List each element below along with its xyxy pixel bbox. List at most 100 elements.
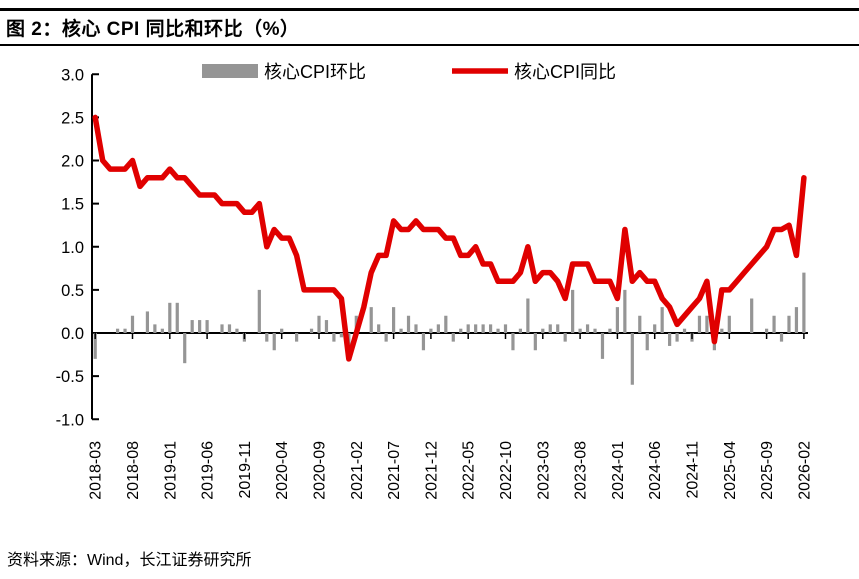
mom-bar	[474, 324, 478, 333]
mom-bar	[720, 328, 724, 333]
mom-bar	[518, 328, 523, 333]
mom-bar	[369, 307, 373, 333]
x-axis-label: 2020-09	[312, 441, 329, 500]
mom-bar	[645, 333, 649, 351]
y-axis-label: -0.5	[56, 368, 84, 386]
mom-bar	[526, 298, 530, 333]
mom-bar	[280, 328, 284, 333]
y-axis-label: 3.0	[61, 66, 84, 84]
mom-bar	[257, 289, 261, 333]
mom-bar	[309, 328, 314, 333]
mom-bar	[668, 333, 672, 346]
mom-bar	[190, 320, 194, 333]
x-axis-label: 2022-10	[498, 441, 515, 500]
mom-bar	[160, 328, 164, 333]
x-axis-label: 2025-04	[722, 441, 739, 500]
mom-bar	[377, 324, 381, 333]
x-axis-label: 2021-07	[386, 441, 403, 500]
mom-bar	[168, 302, 172, 333]
mom-bar	[660, 307, 664, 333]
mom-bar	[295, 333, 299, 342]
mom-bar	[765, 328, 769, 333]
chart-legend: 核心CPI环比 核心CPI同比	[202, 62, 616, 82]
mom-bar	[153, 324, 157, 333]
mom-bar	[384, 333, 388, 342]
x-axis-label: 2025-09	[759, 441, 776, 500]
mom-bar	[496, 328, 500, 333]
mom-bar	[466, 324, 470, 333]
mom-bar	[93, 333, 97, 359]
mom-bar	[399, 328, 403, 333]
x-axis-label: 2021-12	[423, 441, 440, 500]
mom-bar	[600, 333, 605, 359]
mom-bar	[727, 315, 731, 333]
mom-bar	[481, 324, 485, 333]
mom-bar	[503, 324, 508, 333]
mom-bar	[175, 302, 179, 333]
top-divider	[0, 8, 859, 11]
mom-bar	[235, 328, 239, 333]
x-axis-label: 2018-03	[88, 441, 105, 500]
x-axis-label: 2024-01	[610, 441, 627, 500]
x-axis-label: 2024-06	[647, 441, 664, 500]
mom-bar	[511, 333, 515, 351]
y-axis-label: 0.0	[61, 325, 84, 343]
y-axis-label: 2.0	[61, 153, 84, 171]
yoy-line	[92, 114, 807, 362]
x-axis-label: 2018-08	[125, 441, 142, 500]
y-axis-label: 2.5	[61, 109, 84, 127]
mom-bar	[787, 315, 791, 333]
mom-bar	[779, 333, 784, 342]
mom-bar	[638, 315, 642, 333]
x-axis-label: 2019-06	[200, 441, 217, 500]
mom-bar	[406, 315, 411, 333]
mom-bar	[198, 320, 202, 333]
mom-bar	[421, 333, 426, 351]
mom-bar	[392, 307, 396, 333]
mom-bar	[145, 311, 150, 333]
y-axis-label: 0.5	[61, 282, 84, 300]
x-axis-label: 2019-01	[162, 441, 179, 500]
mom-bar	[123, 328, 127, 333]
mom-bar	[317, 315, 321, 333]
x-axis-label: 2024-11	[685, 441, 702, 499]
source-note: 资料来源：Wind，长江证券研究所	[7, 552, 252, 569]
mom-bar	[414, 324, 418, 333]
mom-bar	[130, 315, 135, 333]
mom-bar	[630, 333, 634, 385]
mom-bar	[772, 315, 776, 333]
mom-bar	[488, 324, 493, 333]
mom-bar	[578, 328, 582, 333]
x-axis-label: 2021-02	[349, 441, 366, 500]
mom-bar	[682, 328, 687, 333]
mom-bar	[429, 328, 433, 333]
mom-bar	[608, 328, 612, 333]
mom-bar	[653, 324, 657, 333]
mom-bar	[802, 272, 806, 333]
mom-bar	[705, 315, 709, 333]
y-axis-label: -1.0	[56, 411, 84, 429]
mom-bar	[272, 333, 276, 351]
mom-bar	[571, 289, 575, 333]
mom-bar	[115, 328, 120, 333]
mom-bar	[227, 324, 232, 333]
mom-bar	[556, 324, 560, 333]
figure-title: 图 2：核心 CPI 同比和环比（%）	[6, 19, 300, 40]
legend-mom-swatch	[202, 64, 258, 78]
y-axis-label: 1.5	[61, 196, 84, 214]
mom-bar	[332, 333, 336, 342]
mom-bar	[220, 324, 224, 333]
mom-bar	[436, 324, 440, 333]
mom-bar	[593, 328, 597, 333]
mom-bar	[541, 328, 545, 333]
mom-bar	[459, 328, 463, 333]
x-axis-label: 2020-04	[274, 441, 291, 500]
mom-bar	[183, 333, 187, 364]
mom-bar	[615, 307, 619, 333]
mom-bar	[697, 315, 702, 333]
x-axis-label: 2023-08	[573, 441, 590, 500]
